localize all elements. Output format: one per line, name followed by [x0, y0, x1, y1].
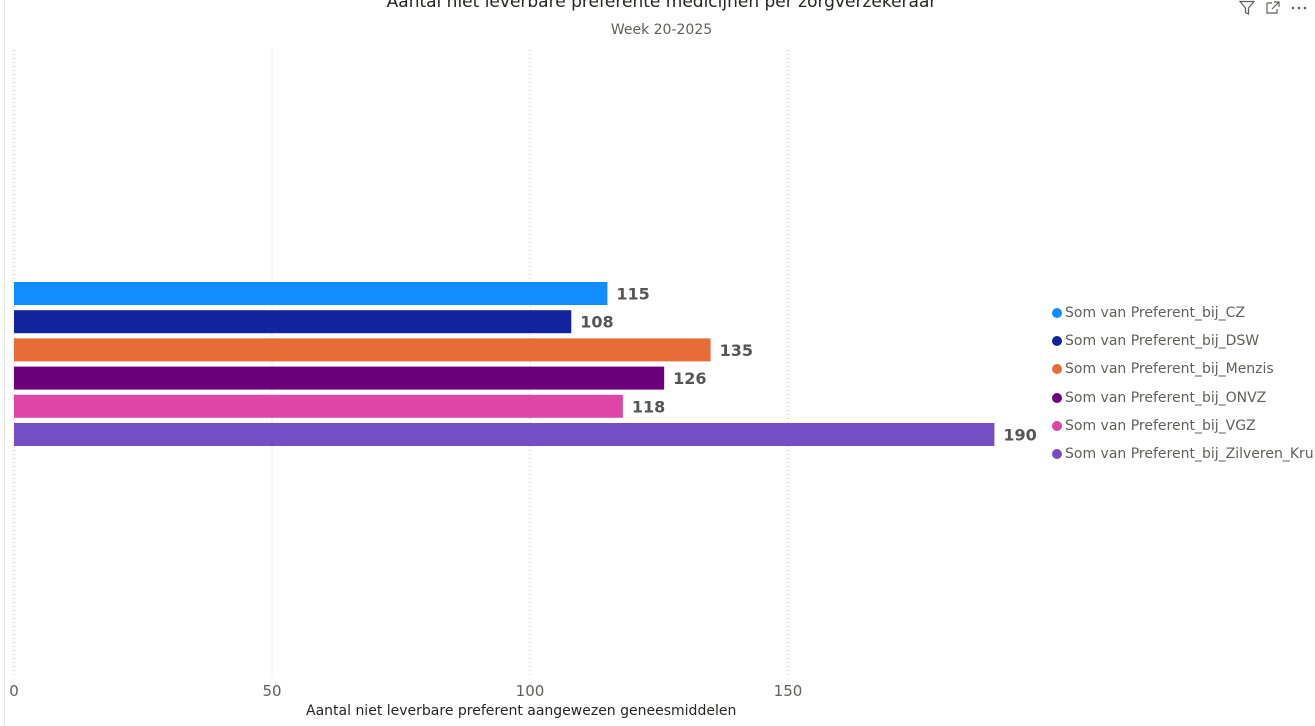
legend-marker: [1052, 392, 1062, 403]
bar[interactable]: [14, 394, 623, 418]
bar[interactable]: [14, 338, 711, 362]
data-label: 115: [616, 285, 649, 304]
x-tick-label: 100: [516, 682, 545, 700]
focus-mode-icon[interactable]: [1264, 0, 1282, 16]
bars: [14, 282, 995, 446]
gridlines: [13, 50, 789, 678]
legend-label: Som van Preferent_bij_CZ: [1065, 305, 1245, 321]
chart-subtitle: Week 20-2025: [610, 22, 713, 38]
x-axis-ticks: 0 50 100 150: [9, 682, 802, 700]
bar[interactable]: [14, 310, 572, 334]
bar[interactable]: [14, 282, 608, 305]
legend-label: Som van Preferent_bij_Menzis: [1065, 361, 1274, 378]
more-options-icon[interactable]: [1290, 0, 1308, 16]
legend-label: Som van Preferent_bij_ONVZ: [1065, 389, 1267, 406]
x-axis-label: Aantal niet leverbare preferent aangewez…: [306, 703, 737, 719]
x-tick-label: 50: [262, 682, 281, 700]
chart-title: Aantal niet leverbare preferente medicij…: [386, 0, 937, 12]
data-label: 190: [1003, 426, 1036, 445]
legend-marker: [1052, 364, 1062, 375]
data-label: 108: [580, 313, 613, 332]
visual-border: [4, 0, 5, 726]
data-label: 135: [720, 341, 753, 360]
legend-label: Som van Preferent_bij_Zilveren_Kruis: [1065, 445, 1315, 462]
data-label: 118: [632, 397, 665, 416]
legend-label: Som van Preferent_bij_VGZ: [1065, 417, 1256, 434]
legend-label: Som van Preferent_bij_DSW: [1065, 333, 1260, 350]
bar[interactable]: [14, 366, 665, 390]
legend-marker: [1052, 420, 1062, 431]
x-tick-label: 150: [774, 682, 803, 700]
filter-icon[interactable]: [1238, 0, 1256, 16]
data-label: 126: [673, 369, 706, 388]
visual-header-toolbar: [1235, 0, 1315, 18]
bar[interactable]: [14, 423, 995, 446]
x-tick-label: 0: [9, 682, 19, 700]
legend-marker: [1052, 308, 1062, 318]
legend-marker: [1052, 448, 1062, 459]
legend-marker: [1052, 336, 1062, 347]
